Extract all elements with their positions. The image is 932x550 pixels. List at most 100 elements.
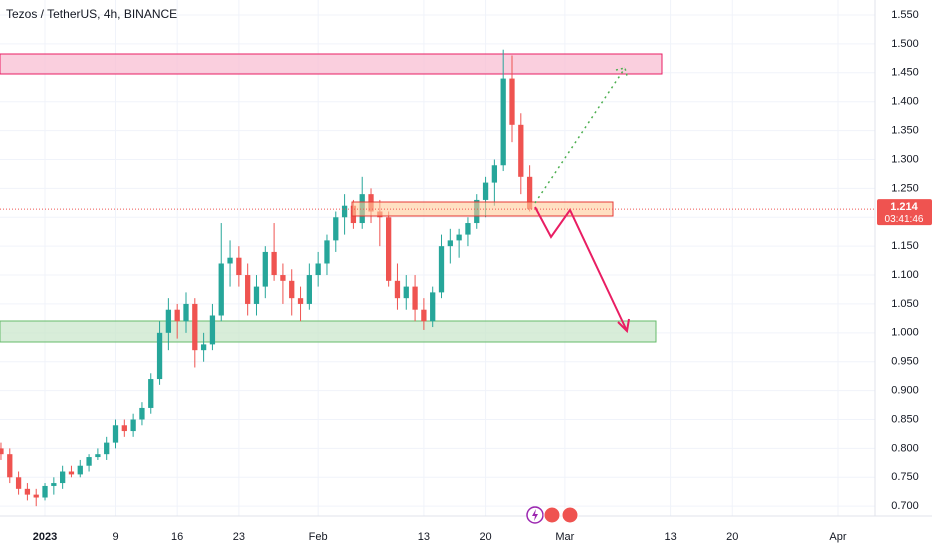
chart-title: Tezos / TetherUS, 4h, BINANCE — [6, 7, 177, 21]
last-price-label: 1.214 — [890, 201, 918, 213]
y-tick-label: 1.050 — [891, 298, 919, 310]
countdown: 03:41:46 — [885, 214, 924, 225]
candle-body — [386, 217, 392, 281]
candles — [0, 49, 533, 507]
y-tick-label: 1.300 — [891, 153, 919, 165]
icon-glyph — [532, 509, 538, 521]
candle-body — [60, 471, 66, 484]
icon[interactable] — [543, 506, 561, 524]
candle-body — [104, 442, 110, 455]
y-tick-label: 1.150 — [891, 240, 919, 252]
y-tick-label: 1.450 — [891, 67, 919, 79]
icon[interactable] — [561, 506, 579, 524]
candle-body — [183, 303, 189, 322]
candle-body — [130, 419, 136, 432]
candle-body — [280, 275, 286, 281]
candle-body — [209, 315, 216, 345]
candle-body — [482, 182, 489, 200]
candle-body — [509, 78, 515, 125]
x-tick-label: Apr — [829, 531, 846, 543]
bullish-path — [534, 67, 626, 204]
candle-body — [518, 124, 524, 177]
y-tick-label: 1.400 — [891, 96, 919, 108]
candle-body — [227, 257, 233, 264]
candle-body — [262, 251, 268, 287]
candle-body — [156, 332, 163, 380]
candle-body — [148, 379, 154, 408]
candle-body — [86, 457, 92, 466]
candle-body — [253, 286, 260, 304]
x-tick-label: Feb — [309, 531, 328, 543]
y-tick-label: 0.800 — [891, 442, 919, 454]
grid — [0, 0, 875, 516]
candle-body — [192, 303, 198, 351]
candle-body — [7, 454, 13, 478]
candle-body — [271, 251, 277, 276]
candle-body — [394, 280, 401, 299]
candle-body — [412, 286, 418, 310]
y-tick-label: 1.000 — [891, 327, 919, 339]
y-tick-label: 1.100 — [891, 269, 919, 281]
candle-body — [500, 78, 506, 166]
arrow-head — [617, 318, 630, 334]
candle-body — [430, 292, 436, 322]
y-tick-label: 0.850 — [891, 413, 919, 425]
candle-body — [77, 465, 83, 475]
x-tick-label: 13 — [664, 531, 676, 543]
candle-body — [112, 425, 119, 443]
y-tick-label: 0.750 — [891, 471, 919, 483]
candle-body — [200, 344, 207, 351]
candle-body — [0, 448, 4, 455]
y-tick-label: 0.900 — [891, 385, 919, 397]
candle-body — [236, 257, 242, 276]
candle-body — [315, 263, 321, 276]
candle-body — [139, 407, 145, 420]
candle-body — [33, 494, 39, 498]
resistance-zone — [0, 53, 663, 75]
y-tick-label: 1.350 — [891, 124, 919, 136]
candle-body — [333, 217, 339, 241]
x-tick-label: Mar — [555, 531, 574, 543]
price-tag — [877, 199, 932, 226]
candle-body — [447, 240, 453, 247]
candle-body — [491, 165, 498, 183]
candle-body — [465, 223, 471, 235]
candle-body — [403, 286, 409, 299]
bearish-path — [534, 206, 628, 332]
x-tick-label: 20 — [479, 531, 491, 543]
candle-body — [456, 234, 462, 241]
x-tick-label: 20 — [726, 531, 738, 543]
candle-body — [174, 309, 180, 322]
candle-body — [526, 176, 533, 210]
y-tick-label: 1.500 — [891, 38, 919, 50]
candle-body — [289, 280, 295, 299]
candle-body — [306, 275, 312, 304]
candle-body — [438, 246, 445, 293]
candle-body — [218, 263, 224, 316]
x-tick-label: 2023 — [33, 531, 57, 543]
support-zone — [0, 320, 657, 343]
candle-body — [42, 485, 48, 498]
candle-body — [245, 275, 251, 304]
candle-body — [68, 471, 75, 475]
y-tick-label: 0.700 — [891, 500, 919, 512]
candle-body — [24, 488, 31, 495]
candle-body — [165, 309, 172, 333]
y-tick-label: 1.250 — [891, 182, 919, 194]
event-icons — [526, 506, 579, 524]
x-tick-label: 9 — [112, 531, 118, 543]
y-tick-label: 1.550 — [891, 9, 919, 21]
candle-body — [421, 309, 427, 322]
candle-body — [51, 483, 57, 486]
x-tick-label: 13 — [418, 531, 430, 543]
candle-body — [324, 240, 330, 264]
candle-body — [341, 205, 348, 218]
candle-body — [121, 425, 127, 432]
candle-body — [95, 454, 101, 458]
x-tick-label: 23 — [233, 531, 245, 543]
y-tick-label: 0.950 — [891, 356, 919, 368]
x-tick-label: 16 — [171, 531, 183, 543]
candle-body — [297, 298, 304, 304]
candle-body — [15, 477, 22, 489]
